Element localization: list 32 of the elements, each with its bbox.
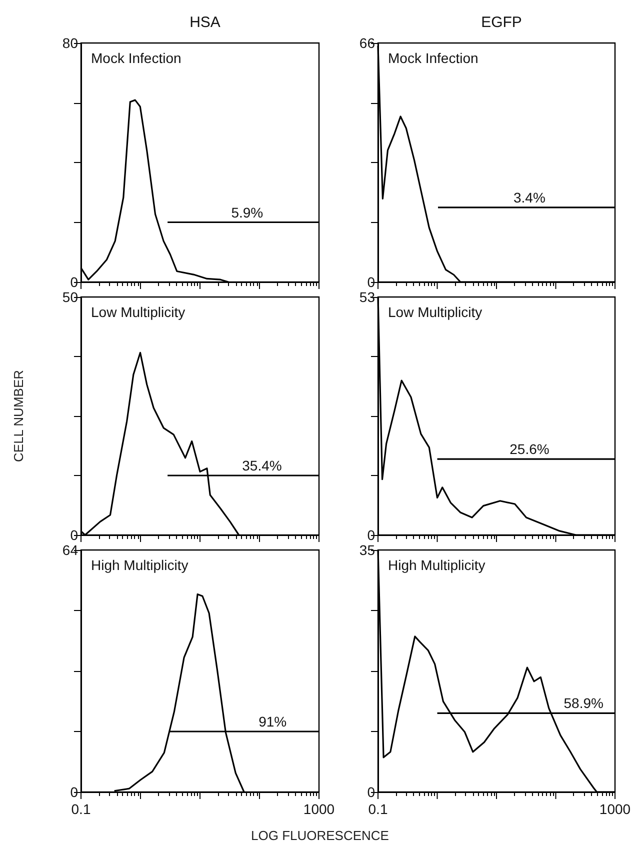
- x-tick-label: 0.1: [368, 801, 388, 817]
- y-tick-label: 66: [359, 35, 376, 51]
- x-tick-label: 1000: [599, 801, 631, 817]
- annotation: Low Multiplicity: [91, 304, 186, 320]
- y-tick-label: 64: [62, 542, 78, 558]
- y-tick-label: 0: [367, 784, 376, 800]
- y-tick-label: 0: [367, 274, 376, 290]
- y-tick-label: 80: [62, 35, 78, 51]
- annotation: 35.4%: [242, 458, 282, 474]
- y-tick-label: 35: [359, 542, 376, 558]
- chart-title: HSA: [190, 14, 220, 31]
- y-tick-label: 0: [367, 527, 376, 543]
- y-tick-label: 53: [359, 289, 376, 305]
- annotation: 58.9%: [564, 695, 604, 712]
- annotation: High Multiplicity: [91, 557, 188, 573]
- annotation: 5.9%: [231, 204, 264, 220]
- annotation: Mock Infection: [388, 50, 478, 66]
- x-tick-label: 1000: [303, 801, 335, 817]
- chart-title: EGFP: [481, 14, 522, 31]
- y-tick-label: 0: [70, 274, 78, 290]
- y-tick-label: 50: [62, 289, 78, 305]
- annotation: 3.4%: [514, 189, 546, 206]
- y-tick-label: 0: [70, 527, 78, 543]
- annotation: High Multiplicity: [388, 557, 486, 573]
- annotation: Low Multiplicity: [388, 304, 482, 320]
- annotation: 25.6%: [510, 441, 550, 458]
- x-axis-title: LOG FLUORESCENCE: [250, 828, 390, 843]
- y-axis-title: CELL NUMBER: [11, 370, 26, 462]
- annotation: 91%: [258, 714, 287, 730]
- y-tick-label: 0: [70, 784, 78, 800]
- annotation: Mock Infection: [91, 50, 182, 66]
- x-tick-label: 0.1: [71, 801, 91, 817]
